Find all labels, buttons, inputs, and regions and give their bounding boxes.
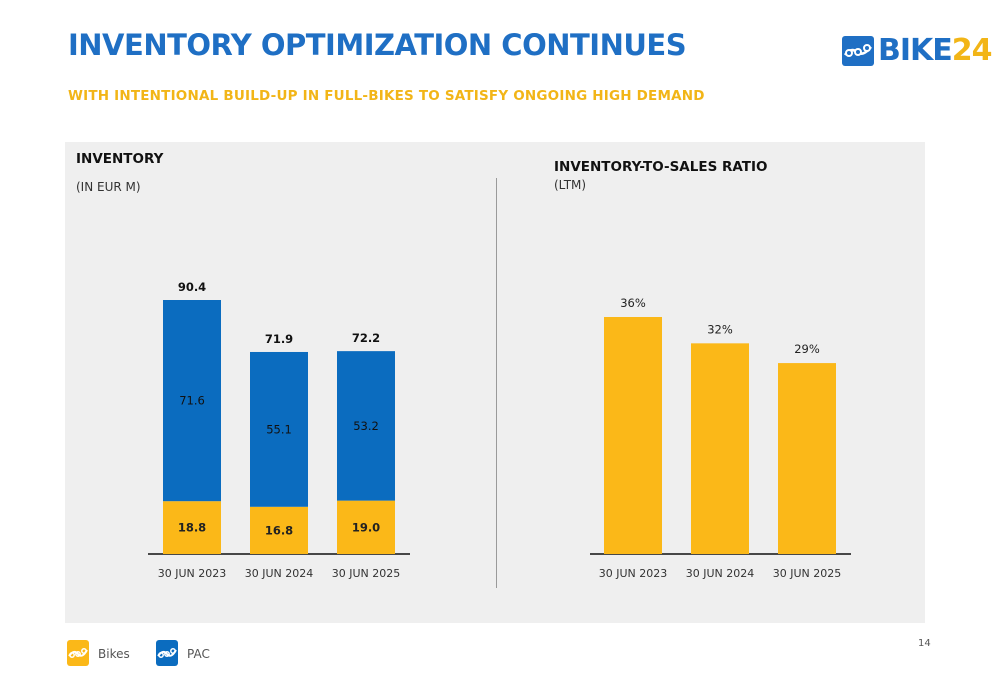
page-title: INVENTORY OPTIMIZATION CONTINUES (68, 28, 687, 62)
inventory-bar-pac (163, 300, 221, 502)
ratio-chart-unit: (LTM) (554, 178, 587, 192)
ratio-bar (691, 343, 749, 554)
inventory-label-bikes: 16.8 (265, 523, 293, 537)
inventory-x-tick-label: 30 JUN 2025 (332, 567, 401, 580)
legend-label-pac: PAC (187, 647, 210, 661)
page-number: 14 (918, 638, 931, 649)
inventory-label-pac: 53.2 (353, 419, 379, 433)
ratio-bar (778, 363, 836, 554)
inventory-label-bikes: 19.0 (352, 520, 380, 534)
inventory-label-pac: 55.1 (266, 422, 292, 436)
inventory-x-tick-label: 30 JUN 2024 (245, 567, 314, 580)
ratio-value-label: 36% (620, 296, 646, 310)
chart-divider (496, 178, 497, 588)
page-subtitle: WITH INTENTIONAL BUILD-UP IN FULL-BIKES … (68, 88, 705, 104)
inventory-total-label: 71.9 (265, 332, 293, 346)
inventory-chart-title: INVENTORY (76, 151, 164, 167)
inventory-x-tick-label: 30 JUN 2023 (158, 567, 227, 580)
inventory-bar-bikes (163, 501, 221, 554)
ratio-x-tick-label: 30 JUN 2024 (686, 567, 755, 580)
inventory-total-label: 90.4 (178, 280, 206, 294)
ratio-x-tick-label: 30 JUN 2023 (599, 567, 668, 580)
inventory-label-pac: 71.6 (179, 394, 205, 408)
bike24-logo: BIKE24 (842, 33, 993, 70)
inventory-chart-unit: (IN EUR M) (76, 180, 141, 194)
ratio-value-label: 32% (707, 322, 733, 336)
inventory-label-bikes: 18.8 (178, 521, 206, 535)
bike-chain-icon (67, 640, 89, 666)
bike-chain-icon (156, 640, 178, 666)
logo-wordmark: BIKE24 (878, 33, 993, 68)
bike-chain-icon (842, 36, 874, 66)
ratio-value-label: 29% (794, 342, 820, 356)
ratio-chart-title: INVENTORY-TO-SALES RATIO (554, 159, 768, 175)
inventory-bar-pac (250, 351, 308, 507)
inventory-bar-bikes (337, 500, 395, 554)
inventory-bar-pac (337, 351, 395, 501)
inventory-total-label: 72.2 (352, 331, 380, 345)
ratio-bar (604, 317, 662, 554)
inventory-bar-bikes (250, 506, 308, 554)
ratio-x-tick-label: 30 JUN 2025 (773, 567, 842, 580)
legend-label-bikes: Bikes (98, 647, 130, 661)
